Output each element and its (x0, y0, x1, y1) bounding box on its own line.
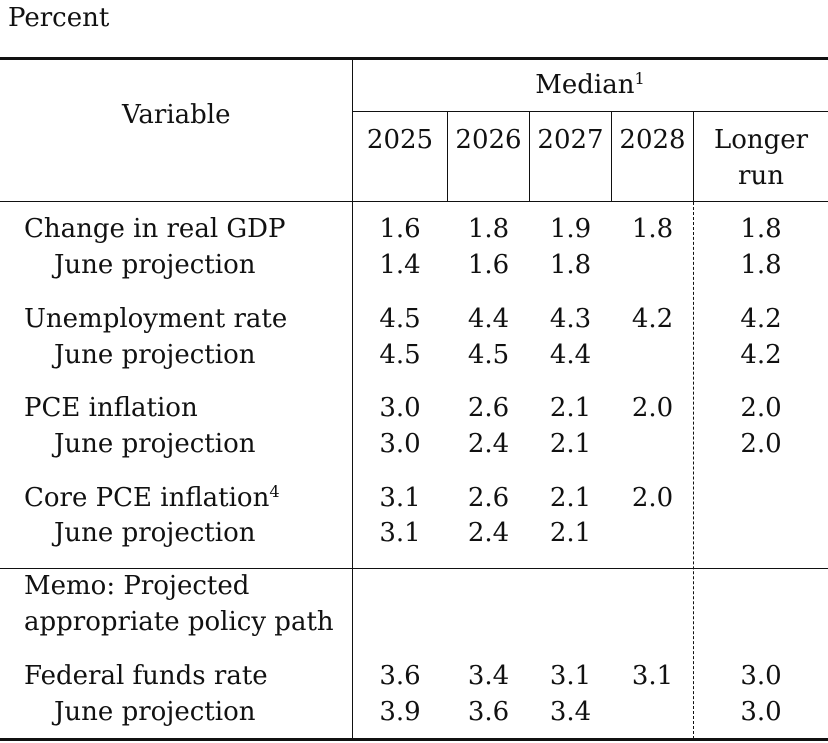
top-rule (0, 57, 828, 60)
header-col-rule-2027 (529, 112, 530, 202)
cell-2026: 3.4 (467, 661, 510, 691)
memo-rule (0, 568, 828, 569)
cell-2025: 1.6 (379, 214, 421, 244)
cell-2027: 4.4 (549, 340, 592, 370)
cell-2027: 2.1 (549, 518, 592, 548)
cell-2025: 1.4 (379, 250, 421, 280)
cell-2026: 4.5 (467, 340, 510, 370)
cell-2025: 3.0 (379, 429, 421, 459)
cell-2025: 3.6 (379, 661, 421, 691)
cell-longer-run: 4.2 (740, 340, 782, 370)
cell-longer-run: 3.0 (740, 661, 782, 691)
row-label: Change in real GDP (24, 214, 286, 244)
year-header-2027: 2027 (537, 125, 604, 155)
cell-2027: 1.8 (549, 250, 592, 280)
cell-2026: 4.4 (467, 304, 510, 334)
row-label-text: June projection (54, 429, 256, 459)
row-label: June projection (54, 340, 255, 370)
row-label: Core PCE inflation4 (24, 483, 280, 513)
cell-2027: 3.1 (549, 661, 592, 691)
cell-longer-run: 2.0 (740, 429, 782, 459)
row-label-text: June projection (54, 250, 256, 280)
cell-2026: 2.4 (467, 518, 510, 548)
cell-2027: 4.3 (549, 304, 592, 334)
row-label-text: Federal funds rate (24, 661, 268, 691)
cell-2028: 2.0 (631, 483, 674, 513)
bottom-rule (0, 738, 828, 741)
cell-2028: 4.2 (631, 304, 674, 334)
cell-2025: 4.5 (379, 340, 421, 370)
row-label-text: Unemployment rate (24, 304, 288, 334)
cell-2026: 3.6 (467, 697, 510, 727)
cell-2026: 1.8 (467, 214, 510, 244)
row-label: June projection (54, 250, 255, 280)
longer-run-header-line2: run (738, 161, 784, 191)
cell-longer-run: 1.8 (740, 214, 782, 244)
cell-2027: 2.1 (549, 393, 592, 423)
cell-longer-run: 3.0 (740, 697, 782, 727)
cell-2026: 2.6 (467, 483, 510, 513)
row-label-text: June projection (54, 340, 256, 370)
row-label: June projection (54, 697, 255, 727)
cell-longer-run: 4.2 (740, 304, 782, 334)
row-label: Unemployment rate (24, 304, 287, 334)
longer-run-dashed-rule (693, 202, 695, 739)
row-label: Federal funds rate (24, 661, 268, 691)
cell-longer-run: 1.8 (740, 250, 782, 280)
cell-2026: 2.6 (467, 393, 510, 423)
longer-run-header-line1: Longer (713, 125, 809, 155)
row-label-text: Change in real GDP (24, 214, 286, 244)
variable-header: Variable (122, 100, 231, 130)
cell-2025: 4.5 (379, 304, 421, 334)
header-col-rule-2026 (447, 112, 448, 202)
memo-line2: appropriate policy path (24, 607, 334, 637)
cell-2027: 2.1 (549, 483, 592, 513)
median-rule (352, 111, 828, 112)
header-col-rule-2028 (611, 112, 612, 202)
cell-2028: 1.8 (631, 214, 674, 244)
row-label-text: Core PCE inflation (24, 483, 270, 513)
median-footnote: 1 (634, 69, 645, 89)
row-label: PCE inflation (24, 393, 198, 423)
cell-2028: 3.1 (631, 661, 674, 691)
row-label: June projection (54, 429, 255, 459)
memo-line1: Memo: Projected (24, 571, 250, 601)
row-label-text: June projection (54, 518, 256, 548)
year-header-2028: 2028 (619, 125, 686, 155)
cell-2026: 1.6 (467, 250, 510, 280)
year-header-2026: 2026 (455, 125, 522, 155)
cell-2025: 3.1 (379, 518, 421, 548)
median-header: Median1 (352, 70, 828, 100)
median-label: Median (535, 70, 635, 100)
cell-2027: 2.1 (549, 429, 592, 459)
table-caption: Percent (8, 3, 110, 33)
row-label-text: June projection (54, 697, 256, 727)
cell-2025: 3.0 (379, 393, 421, 423)
cell-2026: 2.4 (467, 429, 510, 459)
row-label: June projection (54, 518, 255, 548)
cell-2025: 3.9 (379, 697, 421, 727)
row-footnote: 4 (269, 482, 280, 502)
row-label-text: PCE inflation (24, 393, 198, 423)
cell-2027: 3.4 (549, 697, 592, 727)
header-col-rule-longer-run (693, 112, 694, 202)
cell-2025: 3.1 (379, 483, 421, 513)
cell-2028: 2.0 (631, 393, 674, 423)
year-header-2025: 2025 (366, 125, 434, 155)
cell-longer-run: 2.0 (740, 393, 782, 423)
variable-column-rule (352, 59, 353, 739)
cell-2027: 1.9 (549, 214, 592, 244)
header-rule (0, 201, 828, 202)
